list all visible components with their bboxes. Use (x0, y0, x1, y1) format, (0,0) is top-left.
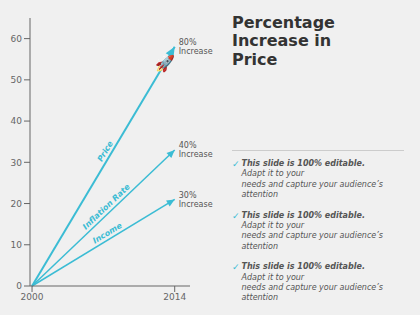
svg-text:Inflation Rate: Inflation Rate (81, 182, 132, 232)
svg-text:10: 10 (11, 240, 23, 250)
svg-text:40%Increase: 40%Increase (179, 141, 213, 159)
svg-text:Income: Income (91, 221, 124, 246)
svg-text:2014: 2014 (163, 292, 186, 302)
svg-text:🚀: 🚀 (155, 54, 175, 73)
svg-text:30%Increase: 30%Increase (179, 191, 213, 209)
html-text:✓ This slide is 100% editable.: ✓ This slide is 100% editable. (232, 159, 365, 169)
svg-text:Price: Price (96, 139, 116, 163)
svg-text:20: 20 (11, 199, 23, 209)
svg-text:40: 40 (11, 116, 23, 126)
svg-text:30: 30 (11, 158, 23, 168)
html-text:Adapt it to your needs and cap: Adapt it to your needs and capture your … (241, 169, 383, 200)
html-text:✓ This slide is 100% editable.: ✓ This slide is 100% editable. (232, 262, 365, 273)
svg-text:2000: 2000 (21, 292, 44, 302)
html-text:Percentage Increase in Price: Percentage Increase in Price (232, 13, 335, 69)
html-text:✓ This slide is 100% editable.: ✓ This slide is 100% editable. (232, 210, 365, 221)
svg-text:60: 60 (11, 34, 23, 44)
svg-text:0: 0 (16, 281, 22, 291)
svg-text:50: 50 (11, 75, 23, 85)
svg-text:80%Increase: 80%Increase (179, 38, 213, 56)
html-text:Adapt it to your needs and cap: Adapt it to your needs and capture your … (241, 272, 383, 303)
html-text:Adapt it to your needs and cap: Adapt it to your needs and capture your … (241, 221, 383, 251)
